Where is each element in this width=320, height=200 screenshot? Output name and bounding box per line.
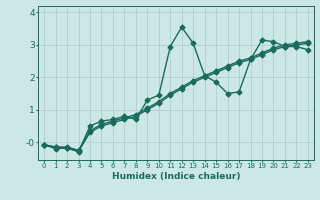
X-axis label: Humidex (Indice chaleur): Humidex (Indice chaleur) (112, 172, 240, 181)
